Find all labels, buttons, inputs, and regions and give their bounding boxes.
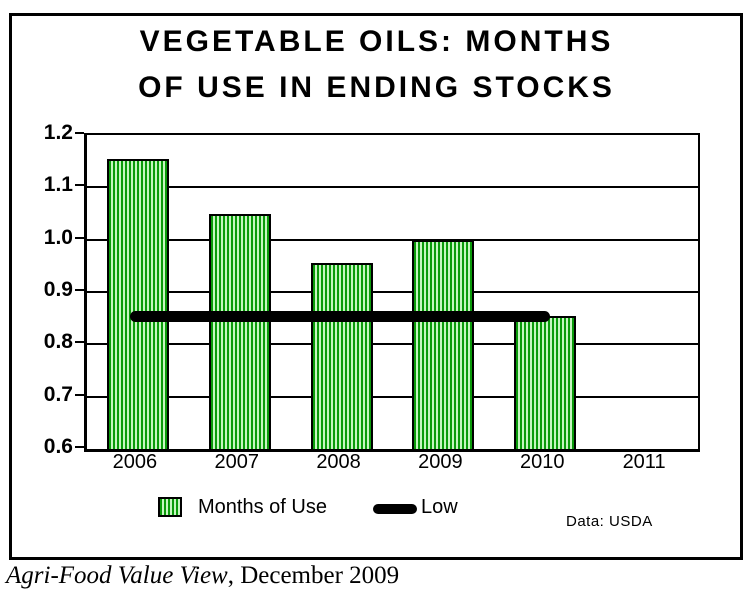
y-axis-label: 0.9: [43, 278, 73, 301]
chart-title-line-1: VEGETABLE OILS: MONTHS: [139, 25, 614, 58]
legend-label-low: Low: [421, 496, 458, 518]
caption-date: , December 2009: [227, 562, 400, 589]
bar: [208, 213, 271, 449]
bar: [106, 158, 169, 449]
y-axis-label: 1.0: [43, 225, 73, 249]
bar: [310, 263, 373, 449]
y-axis-tick: [75, 393, 84, 396]
gridline: [87, 238, 698, 241]
legend-bar-swatch-icon: [158, 497, 182, 517]
x-axis-label: 2007: [214, 451, 259, 473]
y-axis-tick: [75, 132, 84, 134]
x-axis-label: 2009: [418, 451, 463, 473]
y-axis-tick: [75, 341, 84, 344]
y-axis-label: 0.6: [43, 435, 73, 458]
legend-low-line-icon: [373, 504, 417, 514]
caption-publication-name: Agri-Food Value View: [6, 562, 228, 589]
plot-area: [84, 133, 700, 452]
x-axis-label: 2010: [519, 451, 565, 473]
chart-title-line-2: OF USE IN ENDING STOCKS: [138, 71, 615, 104]
gridline: [87, 186, 698, 189]
bar: [412, 239, 475, 449]
data-source-note: Data: USDA: [566, 513, 653, 530]
y-axis-label: 1.2: [43, 121, 73, 144]
y-axis-label: 0.7: [43, 382, 73, 406]
legend-label-months-of-use: Months of Use: [198, 496, 327, 518]
y-axis-tick: [75, 184, 84, 187]
low-line: [129, 310, 551, 322]
gridline: [87, 343, 698, 346]
x-axis-label: 2011: [622, 451, 666, 473]
y-axis-tick: [75, 236, 84, 239]
y-axis-label: 0.8: [43, 330, 73, 354]
y-axis-tick: [75, 289, 84, 291]
x-axis-label: 2006: [112, 451, 158, 473]
bar: [514, 315, 577, 449]
gridline: [87, 291, 698, 293]
x-axis-label: 2008: [316, 451, 361, 473]
caption: Agri-Food Value View, December 2009: [6, 562, 399, 590]
gridline: [87, 395, 698, 398]
y-axis-label: 1.1: [43, 173, 73, 197]
y-axis-tick: [75, 446, 84, 448]
